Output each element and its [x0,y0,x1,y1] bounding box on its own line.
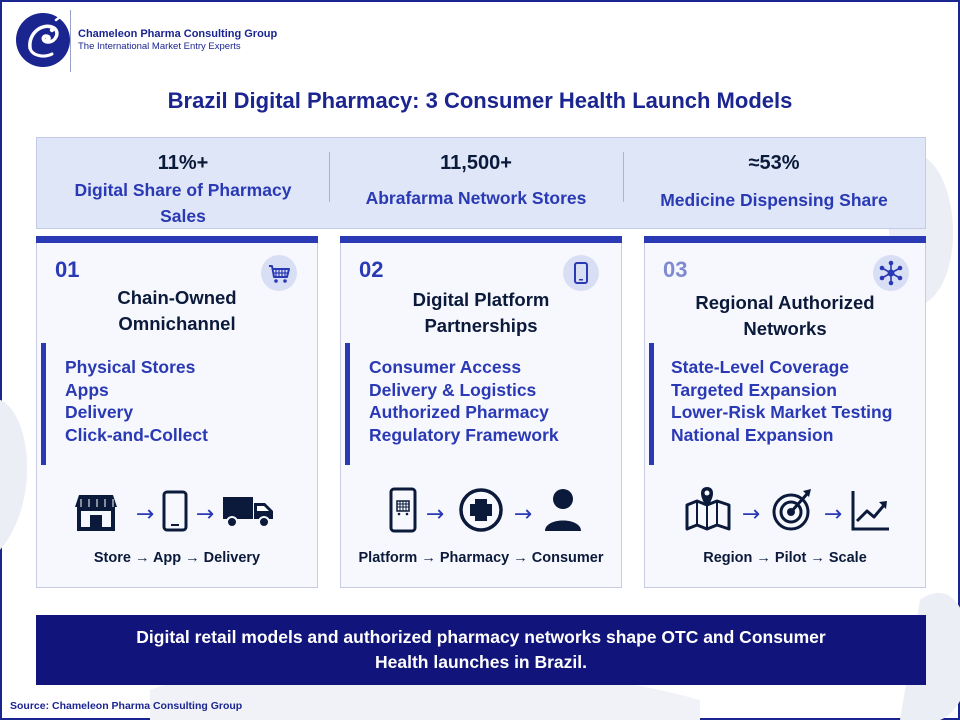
shopping-cart-icon [261,255,297,291]
stat-value: 11%+ [157,152,209,174]
list-accent-bar [41,343,46,465]
arrow-icon: → [824,502,842,527]
card-number: 01 [55,257,80,282]
phone-cart-icon [389,487,417,533]
list-item: Targeted Expansion [671,380,837,400]
card-title-line: Digital Platform [412,289,550,310]
banner-line: Health launches in Brazil. [375,652,587,672]
list-item: State-Level Coverage [671,357,849,377]
person-icon [545,489,581,531]
smartphone-icon [162,490,188,532]
arrow-icon: → [426,502,444,527]
key-takeaway-banner: Digital retail models and authorized pha… [36,615,926,685]
source-note: Source: Chameleon Pharma Consulting Grou… [10,700,243,712]
list-item: National Expansion [671,425,834,445]
stat-digital-share: 11%+ Digital Share of Pharmacy Sales [37,138,329,230]
card-title-line: Partnerships [424,315,538,336]
list-accent-bar [649,343,654,465]
card-number: 03 [663,257,688,282]
stat-dispensing-share: ≈53% Medicine Dispensing Share [623,138,925,230]
card-feature-list: Consumer Access Delivery & Logistics Aut… [345,343,615,465]
card-title-line: Networks [743,318,827,339]
stats-band: 11%+ Digital Share of Pharmacy Sales 11,… [36,137,926,229]
mobile-phone-icon [563,255,599,291]
list-item: Click-and-Collect [65,425,208,445]
brand-tagline: The International Market Entry Experts [78,41,241,52]
list-item: Regulatory Framework [369,425,559,445]
card-chain-owned-omnichannel: 01 Chain-Owned Omnichannel Physical Stor… [36,236,318,588]
stat-network-stores: 11,500+ Abrafarma Network Stores [329,138,623,230]
card-title-line: Regional Authorized [695,292,875,313]
arrow-icon: → [742,502,760,527]
stat-separator [623,152,624,202]
list-item: Lower-Risk Market Testing [671,402,893,422]
flow-diagram: → → [389,487,581,533]
arrow-icon: → [136,502,154,527]
card-title-line: Chain-Owned [117,287,237,308]
card-accent-bar [36,236,318,243]
card-title-line: Omnichannel [118,313,236,334]
chameleon-logo [12,8,74,72]
arrow-icon: → [196,502,214,527]
target-icon [772,489,811,531]
banner-line: Digital retail models and authorized pha… [136,627,826,647]
list-item: Consumer Access [369,357,522,377]
stat-separator [329,152,330,202]
brand-divider [70,10,71,72]
list-item: Delivery & Logistics [369,380,537,400]
brand-name: Chameleon Pharma Consulting Group [78,28,278,40]
flow-diagram: → → [685,487,889,531]
delivery-truck-icon [223,497,273,528]
page-title: Brazil Digital Pharmacy: 3 Consumer Heal… [167,88,793,113]
list-accent-bar [345,343,350,465]
storefront-icon [75,495,117,531]
stat-label-line: Sales [160,206,206,226]
flow-caption: Region → Pilot → Scale [703,550,867,566]
list-item: Apps [65,380,109,400]
card-accent-bar [644,236,926,243]
card-number: 02 [359,257,384,282]
card-accent-bar [340,236,622,243]
growth-chart-icon [851,491,889,531]
list-item: Authorized Pharmacy [369,402,549,422]
card-digital-platform-partnerships: 02 Digital Platform Partnerships Consume… [340,236,622,588]
card-feature-list: Physical Stores Apps Delivery Click-and-… [41,343,311,465]
list-item: Physical Stores [65,357,196,377]
stat-value: 11,500+ [440,152,512,174]
medical-cross-icon [459,488,503,532]
card-feature-list: State-Level Coverage Targeted Expansion … [649,343,919,465]
flow-caption: Platform → Pharmacy → Consumer [358,550,604,566]
stat-label-line: Abrafarma Network Stores [365,188,587,208]
map-pin-icon [685,487,731,531]
arrow-icon: → [514,502,532,527]
stat-value: ≈53% [748,152,800,174]
network-hub-icon [873,255,909,291]
flow-caption: Store → App → Delivery [93,550,261,566]
card-regional-authorized-networks: 03 Regional Authorized Networks State-Le… [644,236,926,588]
stat-label-line: Digital Share of Pharmacy [74,180,292,200]
stat-label-line: Medicine Dispensing Share [660,190,888,210]
list-item: Delivery [65,402,134,422]
flow-diagram: → → [75,490,273,532]
